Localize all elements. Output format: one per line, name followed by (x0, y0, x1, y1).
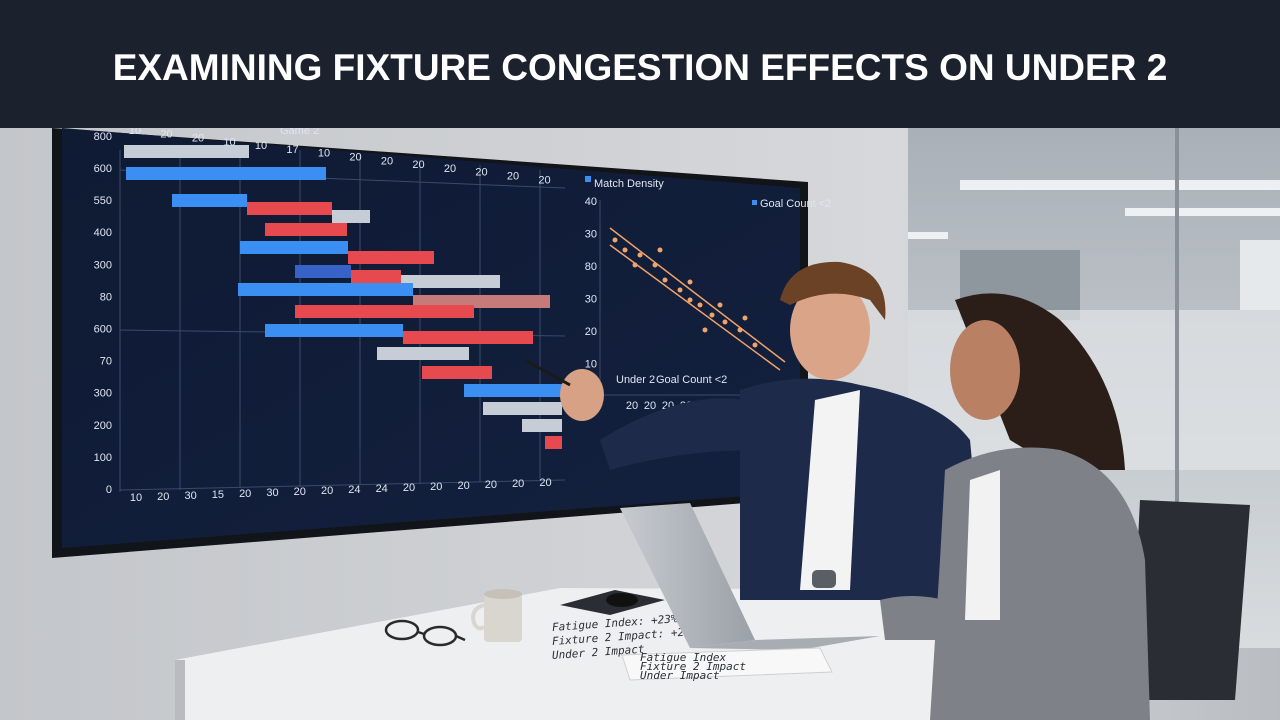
y-label: 0 (106, 484, 112, 496)
y-label: 80 (100, 291, 112, 303)
woman (880, 293, 1150, 720)
y-label: 800 (94, 131, 112, 143)
paper-note: Under Impact (640, 669, 720, 682)
chair (1130, 500, 1250, 700)
y-label: 30 (585, 293, 597, 305)
y-label: 600 (94, 324, 112, 336)
x-label-top: 20 (507, 171, 519, 183)
y-label: 600 (94, 163, 112, 175)
x-label-top: 20 (444, 163, 456, 175)
screen-bars (124, 145, 562, 449)
x-label-bottom: 20 (321, 485, 333, 497)
x-label-top: 20 (160, 129, 172, 141)
mug (484, 592, 522, 642)
x-label-bottom: 30 (266, 487, 278, 499)
laptop-base (690, 636, 880, 650)
glass-frame (1175, 128, 1179, 648)
x-label-bottom: 10 (130, 492, 142, 504)
x-label-bottom: 24 (376, 483, 388, 495)
legend-label: Under 2 (616, 374, 655, 386)
x-label-bottom: 20 (239, 488, 251, 500)
mug-rim (484, 589, 522, 599)
y-label: 40 (585, 196, 597, 208)
y-label: 70 (100, 356, 112, 368)
y-label: 200 (94, 420, 112, 432)
y-label: 300 (94, 259, 112, 271)
legend-swatch (752, 200, 757, 205)
man (560, 261, 985, 600)
mouse (606, 593, 638, 607)
x-label-top: 20 (381, 155, 393, 167)
eyeglasses (384, 619, 466, 647)
paper-note: Fixture 2 Impact (640, 660, 746, 673)
scatter-points (612, 237, 758, 348)
table (175, 588, 1000, 720)
x-label-bottom: 20 (294, 486, 306, 498)
y-label: 20 (585, 326, 597, 338)
x-label-bottom: 30 (184, 490, 196, 502)
y-label: 400 (94, 227, 112, 239)
x-label-top: 20 (412, 159, 424, 171)
title: EXAMINING FIXTURE CONGESTION EFFECTS ON … (113, 47, 1168, 88)
x-label-bottom: 20 (539, 477, 551, 489)
mug-handle (471, 603, 486, 631)
x-label-bottom: 15 (212, 489, 224, 501)
y-label: 30 (585, 228, 597, 240)
y-label: 100 (94, 452, 112, 464)
x-label-bottom: 20 (430, 481, 442, 493)
ceiling-light (960, 180, 1280, 190)
chart-title: Match Density (594, 178, 664, 190)
x-label-top: 17 (286, 144, 298, 156)
y-label: 80 (585, 261, 597, 273)
handwritten-note: Under 2 Impact (552, 643, 646, 662)
y-label: 550 (94, 195, 112, 207)
x-label-bottom: 24 (348, 484, 360, 496)
x-label-top: 20 (538, 174, 550, 186)
x-label-bottom: 20 (485, 479, 497, 491)
x-label-bottom: 20 (457, 480, 469, 492)
laptop-lid (620, 503, 755, 648)
paper (621, 647, 833, 681)
x-label-top: 20 (475, 167, 487, 179)
y-label: 300 (94, 388, 112, 400)
window (1240, 240, 1280, 310)
trend-line (609, 244, 781, 371)
header-banner (0, 0, 1280, 128)
paper-note: Fatigue Index (640, 651, 726, 664)
legend-label: Goal Count <2 (760, 198, 831, 210)
x-label-bottom: 20 (157, 491, 169, 503)
x-label: 20 (644, 400, 656, 412)
legend-label: Goal Count <2 (656, 374, 727, 386)
x-label-top: 10 (318, 148, 330, 160)
x-label-top: 10 (255, 140, 267, 152)
x-label-bottom: 20 (403, 482, 415, 494)
x-label-top: 20 (349, 152, 361, 164)
x-label: 20 (626, 400, 638, 412)
x-label-bottom: 20 (512, 478, 524, 490)
legend-swatch (585, 176, 591, 182)
ceiling-light (908, 232, 948, 239)
y-label: 10 (585, 358, 597, 370)
x-label-top: 20 (192, 133, 204, 145)
ceiling-light (1125, 208, 1280, 216)
table-edge (175, 660, 185, 720)
x-label-top: 10 (223, 136, 235, 148)
trend-line (609, 227, 786, 363)
pointer-pen (524, 358, 571, 387)
